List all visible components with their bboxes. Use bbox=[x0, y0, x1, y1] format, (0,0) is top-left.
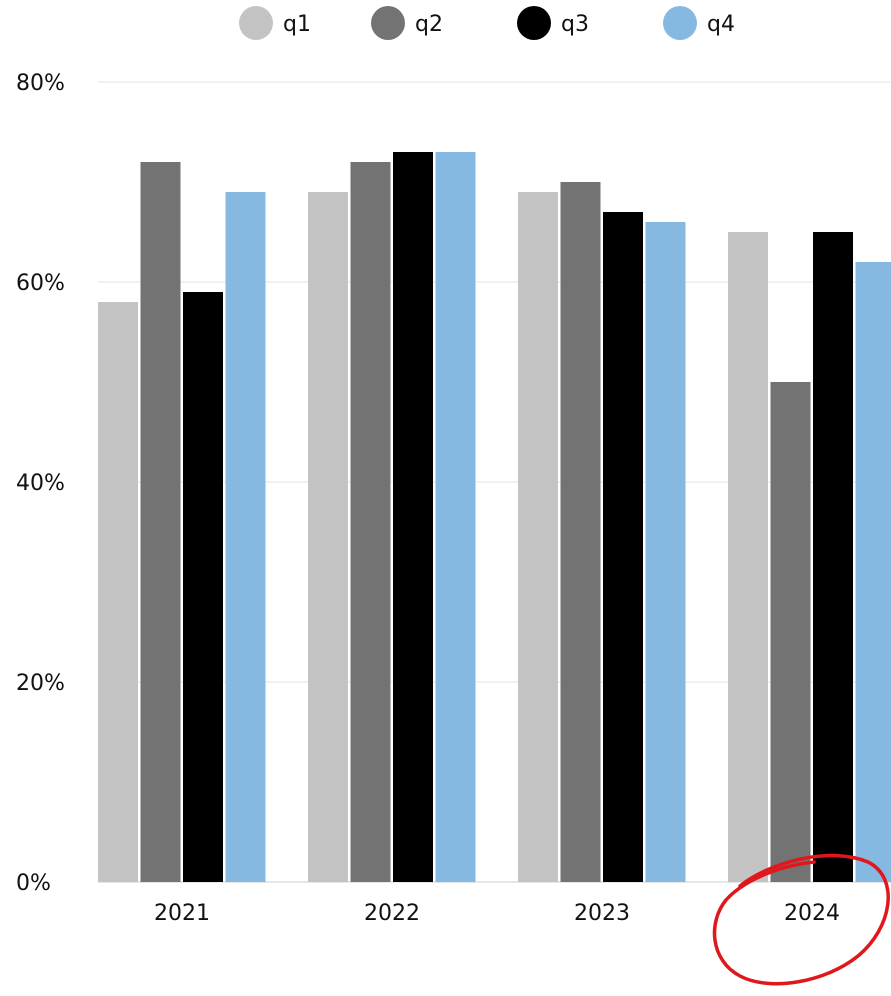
bar-q1-2023 bbox=[518, 192, 558, 882]
legend-label: q4 bbox=[707, 12, 735, 37]
x-tick-label: 2022 bbox=[364, 901, 420, 926]
bar-q3-2022 bbox=[393, 152, 433, 882]
axis: 0% 20% 40% 60% 80% 2021 2022 2023 2024 bbox=[16, 71, 840, 926]
legend-label: q3 bbox=[561, 12, 589, 37]
x-tick-label: 2021 bbox=[154, 901, 210, 926]
y-tick-label: 60% bbox=[16, 271, 65, 296]
bar-q3-2023 bbox=[603, 212, 643, 882]
hand-drawn-circle-annotation bbox=[712, 853, 890, 986]
bar-q2-2023 bbox=[560, 182, 601, 882]
x-tick-label: 2024 bbox=[784, 901, 840, 926]
legend: q1 q2 q3 q4 bbox=[239, 6, 735, 40]
bar-q1-2024 bbox=[728, 232, 768, 882]
legend-label: q2 bbox=[415, 12, 443, 37]
legend-swatch bbox=[663, 6, 697, 40]
bar-q2-2021 bbox=[140, 162, 181, 882]
legend-item-q2[interactable]: q2 bbox=[371, 6, 443, 40]
bar-q1-2021 bbox=[98, 302, 138, 882]
legend-swatch bbox=[517, 6, 551, 40]
bar-q4-2022 bbox=[435, 152, 476, 882]
legend-label: q1 bbox=[283, 12, 311, 37]
y-tick-label: 40% bbox=[16, 471, 65, 496]
bar-q4-2024 bbox=[855, 262, 891, 882]
bars bbox=[98, 152, 891, 882]
legend-item-q3[interactable]: q3 bbox=[517, 6, 589, 40]
bar-q2-2024 bbox=[770, 382, 811, 882]
legend-swatch bbox=[239, 6, 273, 40]
annotation bbox=[712, 853, 890, 986]
legend-item-q4[interactable]: q4 bbox=[663, 6, 735, 40]
x-tick-label: 2023 bbox=[574, 901, 630, 926]
bar-q2-2022 bbox=[350, 162, 391, 882]
bar-q3-2021 bbox=[183, 292, 223, 882]
y-tick-label: 20% bbox=[16, 671, 65, 696]
y-tick-label: 0% bbox=[16, 871, 51, 896]
legend-swatch bbox=[371, 6, 405, 40]
bar-q3-2024 bbox=[813, 232, 853, 882]
bar-q1-2022 bbox=[308, 192, 348, 882]
legend-item-q1[interactable]: q1 bbox=[239, 6, 311, 40]
bar-q4-2023 bbox=[645, 222, 686, 882]
bar-q4-2021 bbox=[225, 192, 266, 882]
y-tick-label: 80% bbox=[16, 71, 65, 96]
